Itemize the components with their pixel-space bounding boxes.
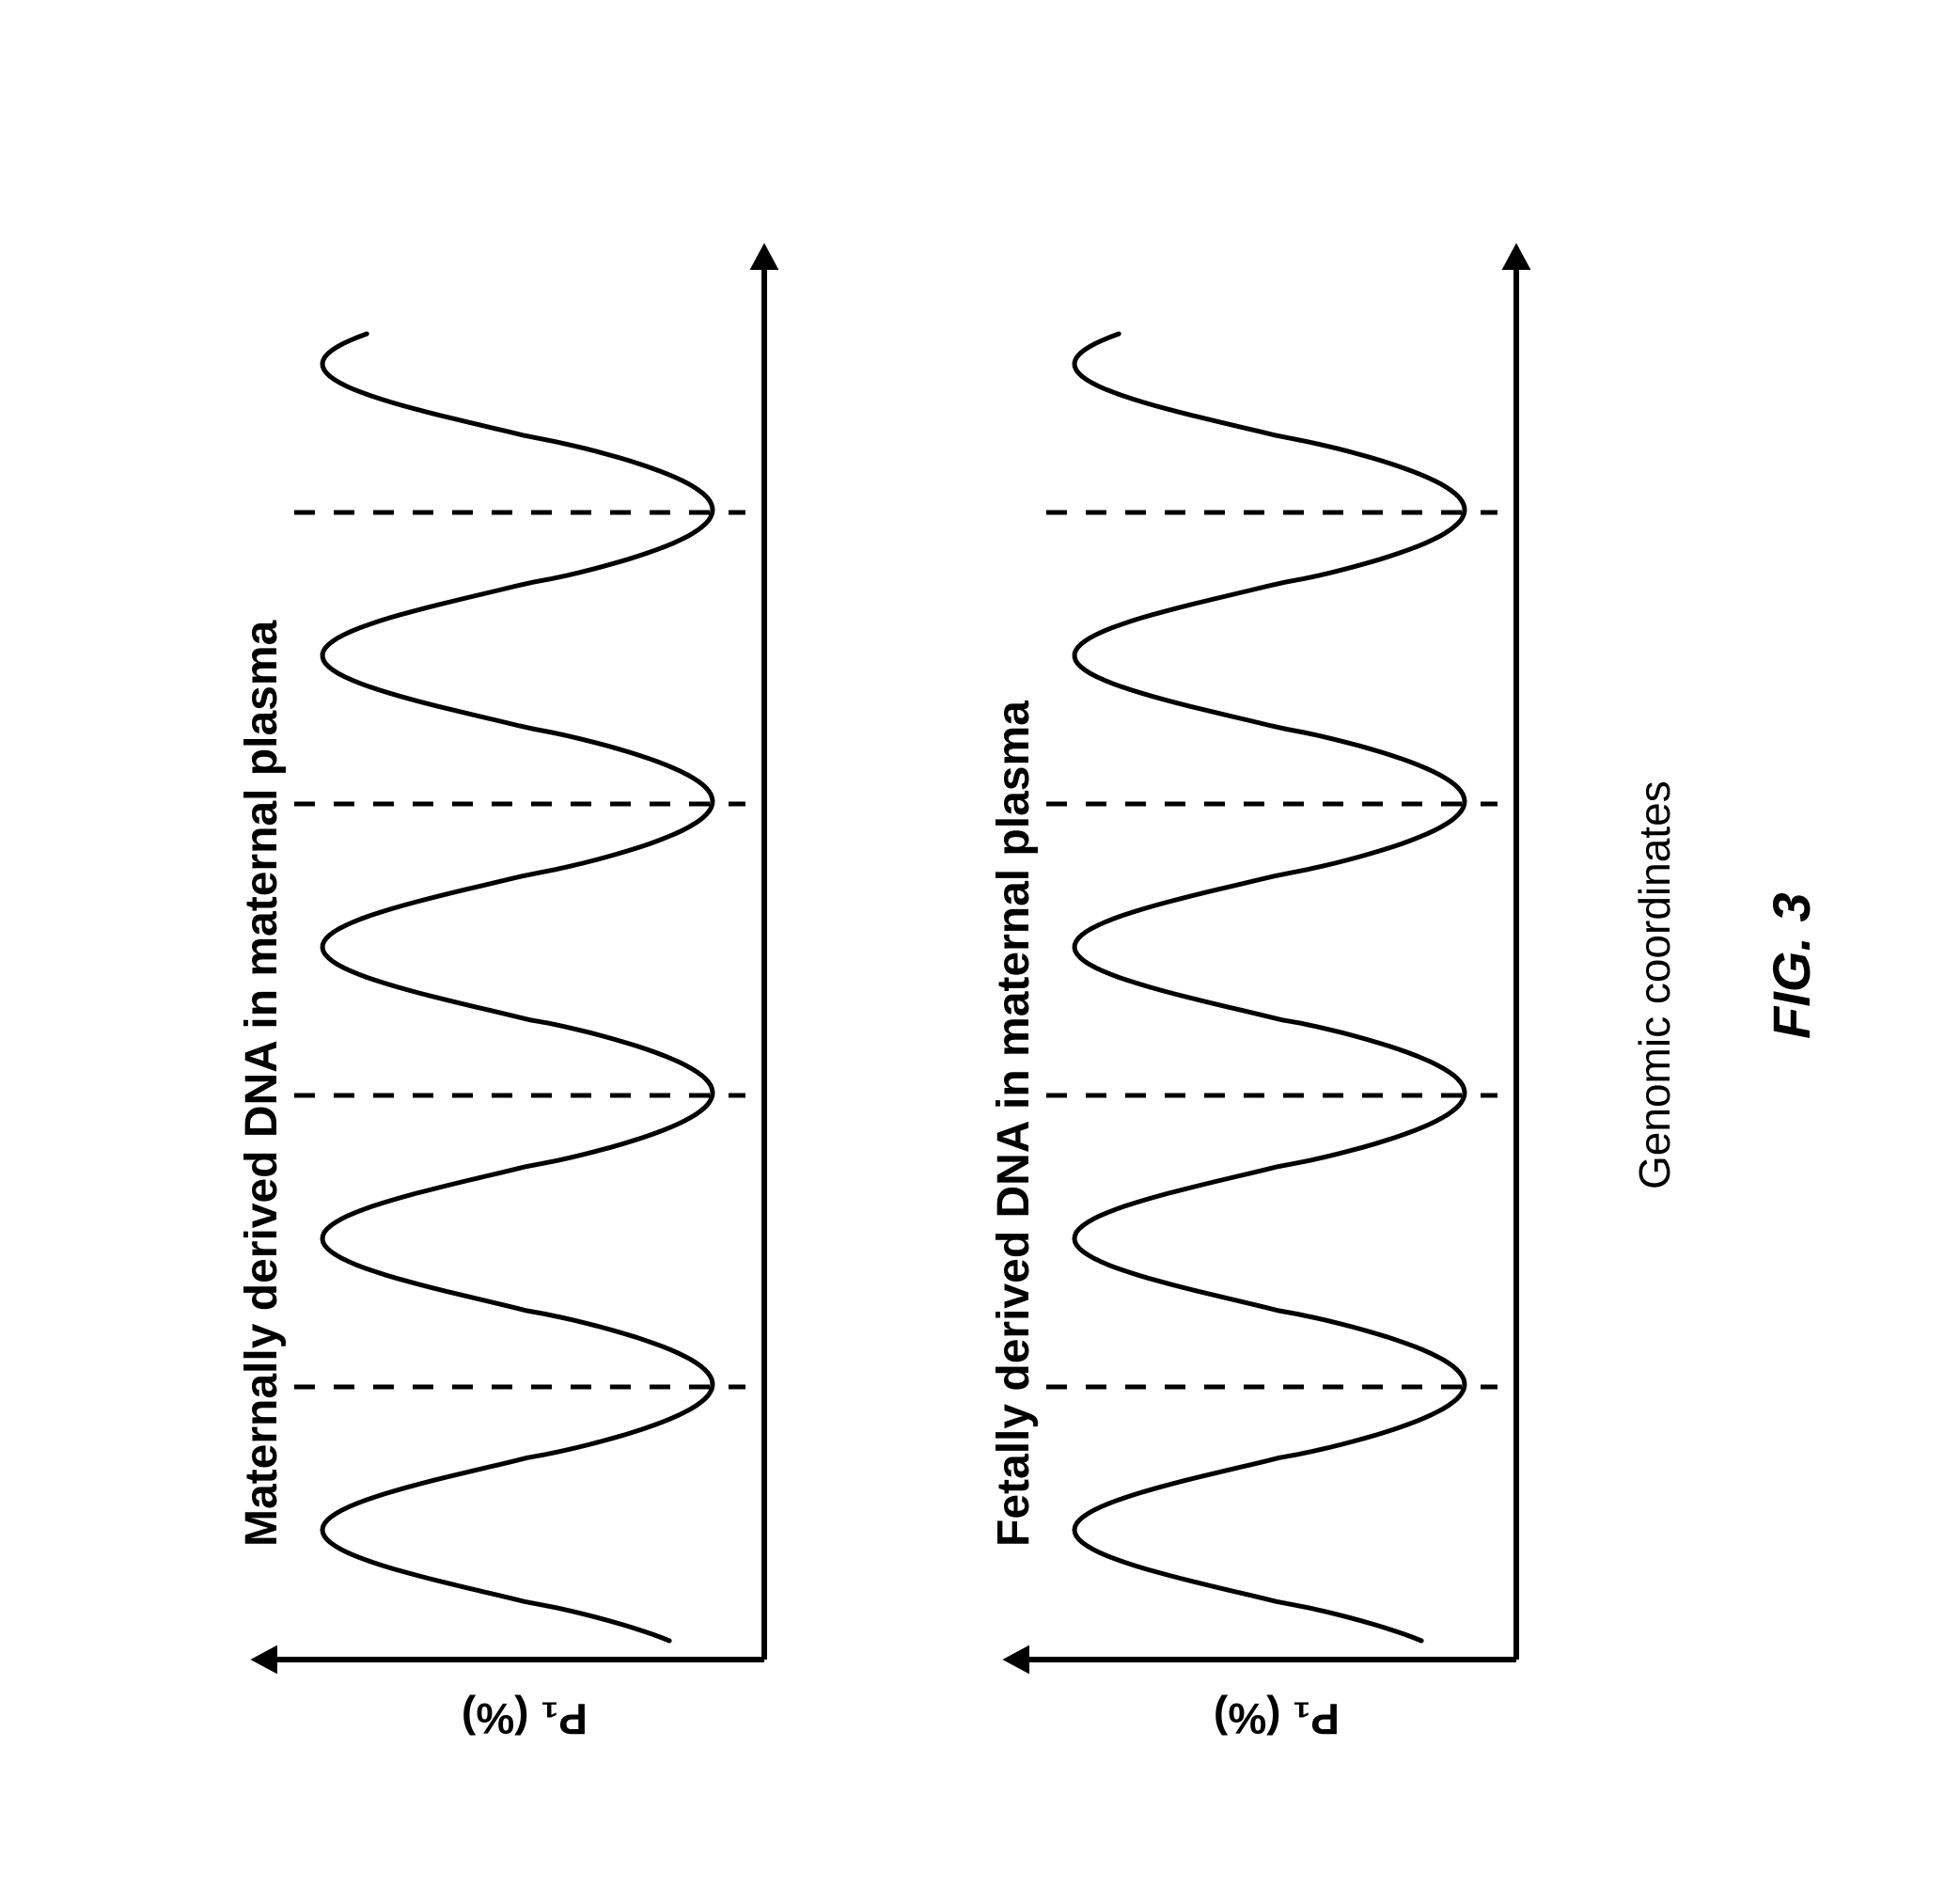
panel-fetal: P₁ (%) Fetally derived DNA in maternal p… bbox=[971, 212, 1582, 1716]
wave-curve-svg bbox=[971, 212, 1582, 1716]
figure-caption: FIG. 3 bbox=[1761, 892, 1822, 1039]
x-axis-label: Genomic coordinates bbox=[1629, 780, 1680, 1189]
wave-curve-svg bbox=[219, 212, 830, 1716]
figure-container: P₁ (%) Maternally derived DNA in materna… bbox=[87, 99, 1874, 1791]
panel-maternal: P₁ (%) Maternally derived DNA in materna… bbox=[219, 212, 830, 1716]
